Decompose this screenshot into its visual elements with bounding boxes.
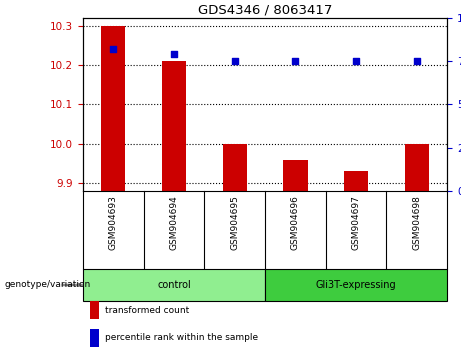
Title: GDS4346 / 8063417: GDS4346 / 8063417 [198, 4, 332, 17]
Text: genotype/variation: genotype/variation [5, 280, 91, 290]
Point [352, 58, 360, 64]
Text: Gli3T-expressing: Gli3T-expressing [316, 280, 396, 290]
Bar [265, 269, 447, 301]
Point [170, 51, 177, 57]
Bar [83, 269, 265, 301]
Text: percentile rank within the sample: percentile rank within the sample [105, 333, 258, 342]
Text: GSM904698: GSM904698 [412, 195, 421, 250]
Bar [90, 301, 100, 319]
Bar [344, 171, 368, 191]
Text: control: control [157, 280, 191, 290]
Text: GSM904695: GSM904695 [230, 195, 239, 250]
Bar [283, 160, 307, 191]
Text: transformed count: transformed count [105, 306, 189, 315]
Text: GSM904693: GSM904693 [109, 195, 118, 250]
Point [413, 58, 420, 64]
Point [231, 58, 238, 64]
Point [110, 46, 117, 52]
Bar [90, 329, 100, 347]
Bar [223, 144, 247, 191]
Bar [162, 61, 186, 191]
Text: GSM904697: GSM904697 [352, 195, 361, 250]
Bar [405, 144, 429, 191]
Point [292, 58, 299, 64]
Text: GSM904694: GSM904694 [170, 195, 178, 250]
Bar [101, 25, 125, 191]
Text: GSM904696: GSM904696 [291, 195, 300, 250]
